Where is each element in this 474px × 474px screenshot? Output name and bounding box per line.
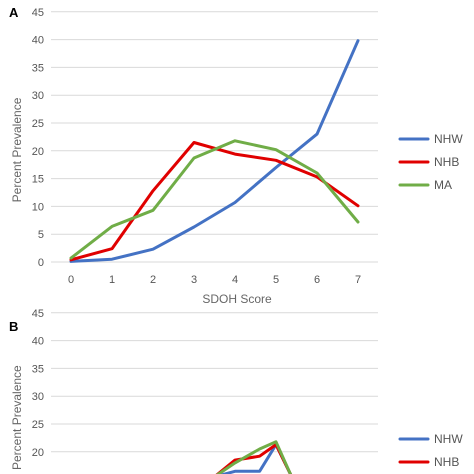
- y-tick-label: 15: [32, 174, 44, 186]
- panel-b-y-axis-title: Percent Prevalence: [10, 365, 24, 470]
- panel-b-chart: B 20 25 30 35 40 45 Percent Prevalence NHW NHB: [9, 308, 463, 474]
- legend-label: NHB: [434, 455, 459, 469]
- x-tick-label: 5: [273, 274, 279, 286]
- y-tick-label: 40: [32, 35, 44, 47]
- panel-a-series: [69, 39, 360, 263]
- panel-a-y-ticks: 0 5 10 15 20 25 30 35 40 45: [32, 7, 44, 269]
- y-tick-label: 0: [38, 257, 44, 269]
- y-tick-label: 30: [32, 90, 44, 102]
- y-tick-label: 35: [32, 62, 44, 74]
- y-tick-label: 45: [32, 308, 44, 320]
- panel-b-y-ticks: 20 25 30 35 40 45: [32, 308, 44, 459]
- y-tick-label: 25: [32, 118, 44, 130]
- y-tick-label: 35: [32, 363, 44, 375]
- y-tick-label: 5: [38, 229, 44, 241]
- y-tick-label: 30: [32, 391, 44, 403]
- panel-b-series: [215, 440, 292, 474]
- legend-label: NHW: [434, 132, 463, 146]
- series-line-ma: [215, 440, 292, 474]
- panel-a-y-axis-title: Percent Prevalence: [10, 97, 24, 202]
- series-line-ma: [69, 139, 360, 260]
- x-tick-label: 2: [150, 274, 156, 286]
- x-tick-label: 6: [314, 274, 320, 286]
- legend-label: NHB: [434, 155, 459, 169]
- y-tick-label: 45: [32, 7, 44, 19]
- panel-a-letter: A: [9, 5, 19, 20]
- x-tick-label: 7: [355, 274, 361, 286]
- panel-b-letter: B: [9, 319, 18, 334]
- series-line-nhb: [69, 141, 360, 262]
- y-tick-label: 25: [32, 419, 44, 431]
- x-tick-label: 0: [68, 274, 74, 286]
- x-tick-label: 1: [109, 274, 115, 286]
- y-tick-label: 20: [32, 146, 44, 158]
- panel-a-legend: NHW NHB MA: [398, 132, 463, 192]
- panel-b-gridlines: [51, 312, 378, 453]
- y-tick-label: 10: [32, 201, 44, 213]
- y-tick-label: 40: [32, 336, 44, 348]
- x-tick-label: 4: [232, 274, 238, 286]
- legend-label: NHW: [434, 432, 463, 446]
- panel-b-legend: NHW NHB: [398, 432, 463, 469]
- panel-a-x-ticks: 0 1 2 3 4 5 6 7: [68, 274, 361, 286]
- panel-a-x-axis-title: SDOH Score: [202, 292, 272, 306]
- legend-label: MA: [434, 178, 452, 192]
- panel-a-gridlines: [51, 11, 378, 263]
- y-tick-label: 20: [32, 447, 44, 459]
- x-tick-label: 3: [191, 274, 197, 286]
- series-line-nhw: [69, 39, 360, 263]
